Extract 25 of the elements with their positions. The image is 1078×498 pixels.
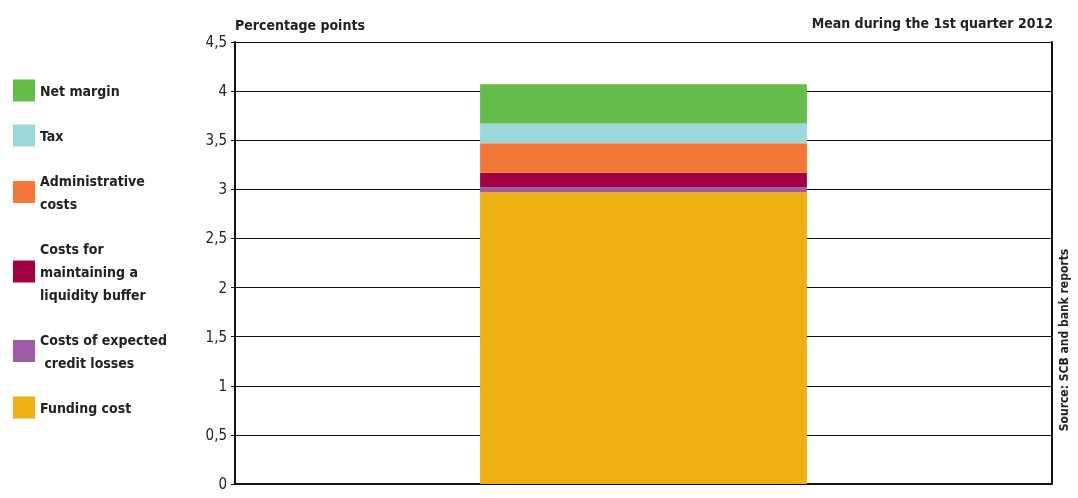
legend-label: Administrative costs — [40, 172, 150, 212]
y-tick-label: 4,5 — [205, 33, 227, 51]
y-tick-label: 2,5 — [205, 229, 227, 248]
y-tick-label: 0 — [218, 475, 227, 493]
y-tick-label: 4 — [218, 82, 227, 101]
legend-label: Tax — [40, 127, 64, 144]
y-tick-label: 2 — [218, 278, 227, 297]
y-tick-label: 1,5 — [205, 327, 227, 346]
legend-label: Costs for maintaining a liquidity buffer — [40, 240, 147, 303]
bar — [480, 143, 807, 173]
bar — [480, 192, 807, 484]
legend-label: Costs of expected credit losses — [40, 331, 168, 371]
bar — [480, 187, 807, 193]
source-note: Source: SCB and bank reports — [1057, 248, 1071, 432]
y-tick-label: 0,5 — [205, 425, 227, 444]
legend-label: Funding cost — [40, 399, 132, 416]
legend-label: Net margin — [40, 82, 120, 99]
y-tick-label: 3,5 — [205, 131, 227, 150]
y-tick-label: 3 — [218, 180, 227, 199]
y-axis-title: Percentage points — [235, 17, 365, 33]
y-tick-label: 1 — [218, 376, 227, 395]
bar — [480, 84, 807, 124]
bar — [480, 172, 807, 188]
bar — [480, 123, 807, 144]
chart-subtitle: Mean during the 1st quarter 2012 — [811, 15, 1053, 31]
